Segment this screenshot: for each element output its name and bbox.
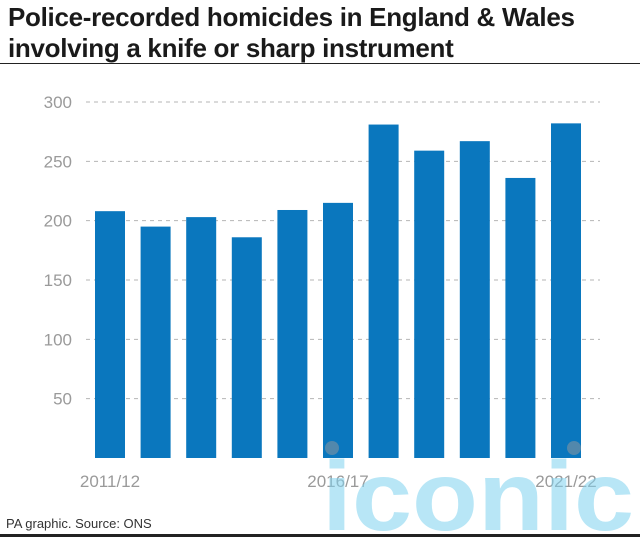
y-tick-label: 200	[44, 212, 72, 231]
x-tick-label: 2021/22	[535, 472, 596, 491]
y-tick-label: 50	[53, 390, 72, 409]
x-tick-label: 2011/12	[80, 472, 140, 491]
bottom-rule	[0, 534, 640, 537]
bar-2014/15	[231, 237, 262, 458]
x-axis-ticks: 2011/12 2016/17 2021/22	[80, 472, 597, 491]
y-tick-label: 100	[44, 330, 72, 349]
bar-2011/12	[95, 211, 125, 458]
source-note: PA graphic. Source: ONS	[6, 516, 152, 531]
bar-2017/18	[368, 124, 399, 459]
bar-2013/14	[186, 217, 217, 458]
bar-2015/16	[277, 209, 308, 458]
chart-title-line-2: involving a knife or sharp instrument	[8, 33, 454, 63]
y-tick-label: 300	[44, 93, 72, 112]
y-tick-label: 150	[44, 271, 72, 290]
bar-2020/21	[505, 177, 536, 458]
bar-2021/22	[551, 123, 581, 459]
chart-title: Police-recorded homicides in England & W…	[8, 2, 632, 64]
bar-chart: 50 100 150 200 250 300 2011/12 2016/17 2021/22	[44, 93, 600, 491]
title-divider	[0, 63, 640, 64]
y-axis-ticks: 50 100 150 200 250 300	[44, 93, 72, 409]
bar-2018/19	[414, 150, 445, 458]
x-tick-label: 2016/17	[307, 472, 368, 491]
chart-title-line-1: Police-recorded homicides in England & W…	[8, 2, 575, 32]
bar-2012/13	[140, 226, 171, 458]
y-tick-label: 250	[44, 152, 72, 171]
bars	[95, 123, 581, 459]
bar-2019/20	[459, 141, 490, 458]
bar-2016/17	[323, 202, 353, 458]
